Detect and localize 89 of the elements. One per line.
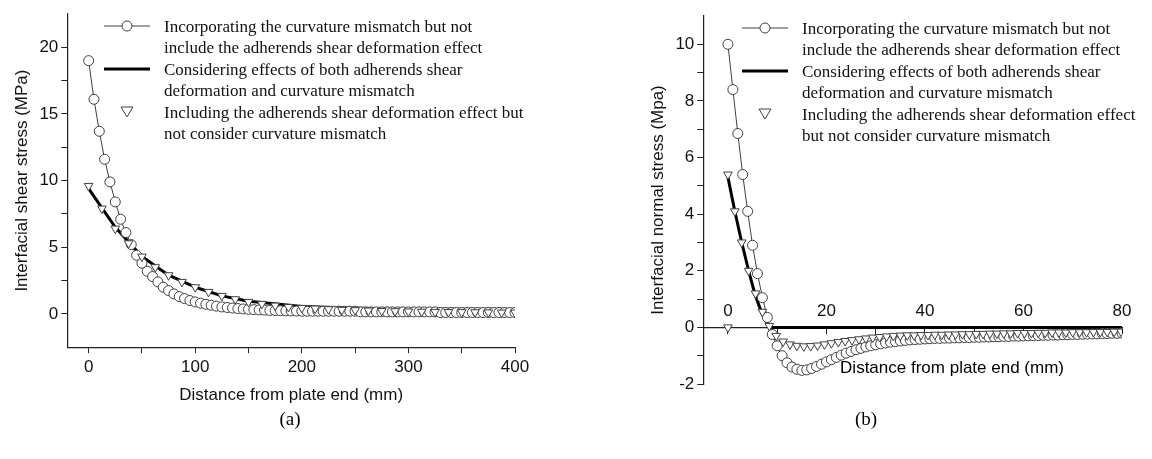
- point: [874, 334, 885, 343]
- point: [730, 208, 740, 217]
- point: [764, 322, 775, 332]
- point: [998, 330, 1009, 339]
- point: [771, 332, 782, 342]
- point: [203, 288, 214, 298]
- point: [390, 308, 400, 317]
- y-tick-label: 5: [48, 236, 59, 256]
- point: [916, 332, 926, 341]
- x-tick-label: 60: [1014, 301, 1033, 321]
- legend-label: Including the adherends shear deformation effect but not consider curvature mismatch: [164, 102, 524, 144]
- point: [881, 333, 892, 342]
- point: [230, 296, 241, 305]
- point: [854, 336, 864, 345]
- point: [778, 338, 788, 348]
- point: [190, 284, 201, 293]
- x-axis-title: Distance from plate end (mm): [179, 385, 404, 405]
- point: [456, 309, 467, 318]
- point: [812, 342, 823, 351]
- point: [163, 272, 174, 281]
- point: [137, 253, 147, 263]
- point: [270, 302, 280, 312]
- point: [470, 309, 480, 318]
- point: [805, 343, 816, 352]
- point: [243, 298, 254, 308]
- point: [483, 309, 494, 318]
- y-tick-label: 10: [675, 34, 695, 53]
- x-tick-label: 40: [915, 301, 935, 321]
- x-tick-label: 300: [394, 357, 423, 377]
- x-axis-title: Distance from plate end (mm): [840, 358, 1064, 378]
- point: [923, 332, 933, 341]
- point: [957, 331, 968, 340]
- y-tick-label: -2: [679, 373, 695, 393]
- point: [826, 340, 837, 349]
- x-tick-label: 200: [287, 357, 316, 377]
- point: [950, 331, 961, 340]
- legend-label: Including the adherends shear deformation effect but not consider curvature mismatch: [802, 104, 1137, 146]
- text: (a): [278, 408, 302, 430]
- point: [83, 182, 94, 192]
- x-tick-label: 400: [500, 357, 530, 377]
- point: [97, 205, 107, 215]
- y-tick-label: 6: [684, 147, 695, 167]
- point: [964, 331, 975, 340]
- legend-label: Incorporating the curvature mismatch but not include the adherends shear deformation effect: [164, 16, 484, 58]
- y-axis-title: Interfacial normal stress (Mpa): [647, 85, 667, 315]
- point: [757, 308, 768, 318]
- point: [283, 303, 294, 313]
- y-tick-label: 15: [39, 103, 59, 123]
- point: [217, 292, 227, 302]
- point: [1054, 329, 1064, 338]
- point: [150, 264, 161, 273]
- point: [403, 308, 414, 317]
- y-tick-label: 8: [684, 90, 695, 110]
- y-tick-label: 20: [39, 37, 59, 57]
- point: [798, 343, 809, 352]
- point: [736, 239, 747, 248]
- point: [867, 334, 878, 344]
- x-tick-label: 100: [181, 357, 210, 377]
- x-tick-label: 80: [1112, 301, 1132, 321]
- y-axis-title: Interfacial shear stress (MPa): [11, 69, 31, 292]
- point: [895, 332, 906, 342]
- legend-label: Considering effects of both adherends shear deformation and curvature mismatch: [802, 61, 1102, 103]
- y-tick-label: 4: [684, 203, 695, 223]
- legend-label: Incorporating the curvature mismatch but not include the adherends shear deformation effect: [802, 18, 1122, 60]
- point: [792, 342, 802, 352]
- point: [847, 337, 857, 346]
- text: (b): [853, 408, 879, 430]
- point: [943, 331, 954, 340]
- x-tick-label: 20: [816, 301, 836, 321]
- point: [177, 278, 187, 288]
- y-tick-label: 2: [684, 260, 695, 280]
- point: [750, 290, 761, 299]
- y-tick-label: 0: [684, 317, 695, 337]
- point: [743, 267, 754, 277]
- point: [323, 306, 334, 315]
- point: [723, 171, 733, 181]
- x-tick-label: 0: [723, 301, 733, 321]
- y-tick-label: 10: [39, 170, 59, 190]
- x-tick-label: 0: [83, 357, 94, 377]
- point: [310, 305, 320, 315]
- point: [819, 341, 830, 350]
- point: [861, 335, 871, 344]
- point: [785, 341, 795, 350]
- point: [257, 300, 267, 310]
- point: [1047, 329, 1057, 338]
- point: [723, 324, 733, 333]
- legend-label: Considering effects of both adherends shear deformation and curvature mismatch: [164, 59, 464, 101]
- point: [110, 225, 121, 235]
- point: [350, 307, 360, 316]
